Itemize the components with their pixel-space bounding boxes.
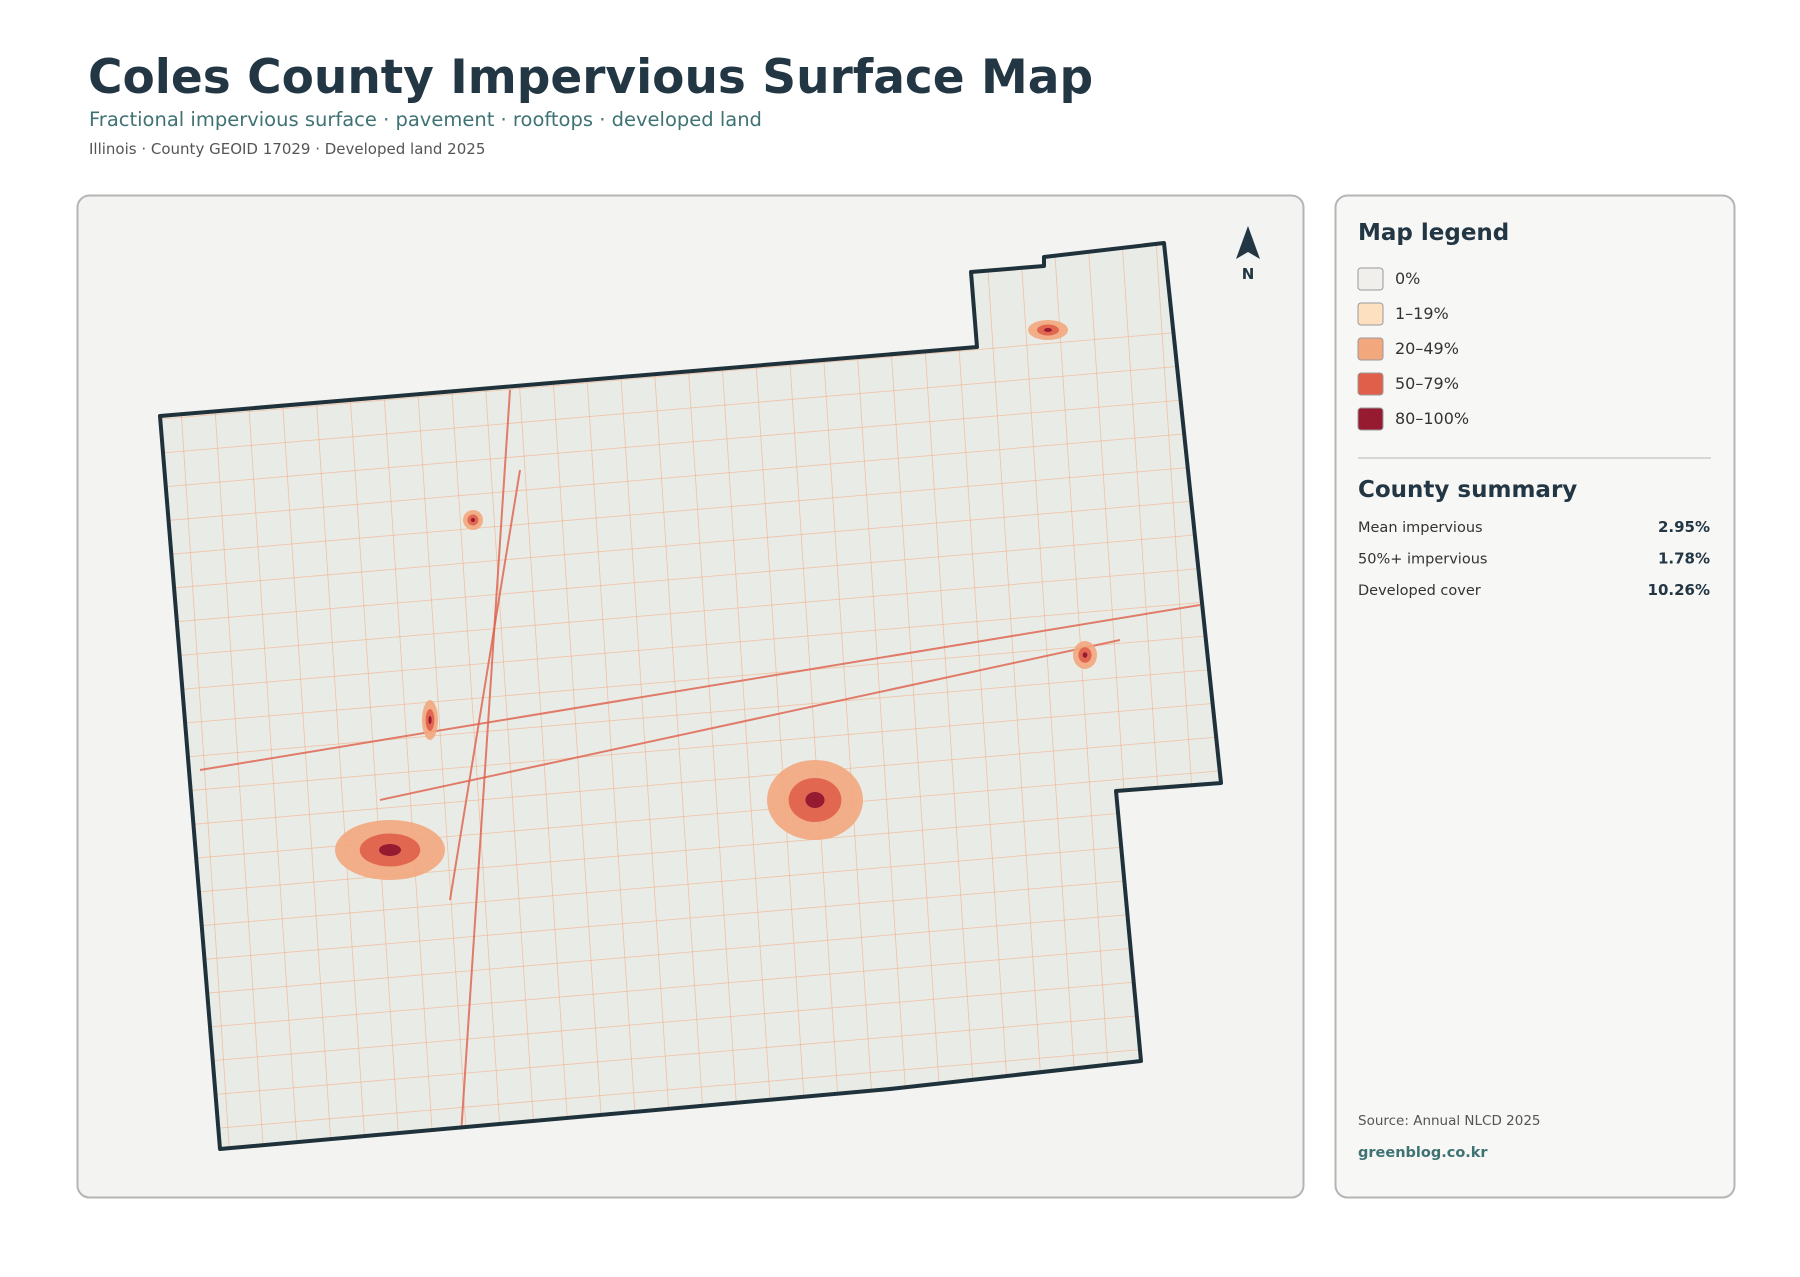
road	[1019, 243, 1081, 1149]
legend-swatch	[1357, 267, 1384, 291]
road	[543, 243, 605, 1149]
legend-swatch	[1357, 302, 1384, 326]
urban-center	[379, 844, 401, 856]
major-road	[459, 389, 511, 1149]
road	[160, 395, 1221, 489]
summary-label: Developed cover	[1358, 583, 1481, 599]
legend-label: 20–49%	[1395, 339, 1459, 358]
road	[160, 701, 1221, 795]
summary-value: 10.26%	[1648, 581, 1710, 599]
road	[1053, 243, 1115, 1149]
county-fill	[160, 243, 1221, 1149]
road	[645, 243, 707, 1149]
road	[160, 1041, 1221, 1135]
road	[160, 429, 1221, 523]
road	[160, 803, 1221, 897]
road	[985, 243, 1047, 1149]
site: greenblog.co.kr	[1358, 1145, 1488, 1161]
legend-label: 1–19%	[1395, 304, 1449, 323]
road	[160, 837, 1221, 931]
road	[160, 463, 1221, 557]
legend-swatch	[1357, 407, 1384, 431]
road	[160, 871, 1221, 965]
legend-label: 50–79%	[1395, 374, 1459, 393]
summary-label: 50%+ impervious	[1358, 552, 1487, 568]
road	[160, 769, 1221, 863]
summary-value: 2.95%	[1658, 518, 1710, 536]
summary-value: 1.78%	[1658, 550, 1710, 568]
urban-center	[428, 716, 432, 724]
road	[917, 243, 979, 1149]
north-arrow	[1236, 226, 1260, 259]
major-road	[199, 604, 1201, 771]
meta: Illinois · County GEOID 17029 · Develope…	[89, 140, 485, 158]
summary-rows: Mean impervious 2.95% 50%+ impervious 1.78%…	[1358, 518, 1710, 599]
legend-swatch	[1357, 337, 1384, 361]
road	[160, 905, 1221, 999]
title: Coles County Impervious Surface Map	[88, 50, 1093, 105]
road	[160, 939, 1221, 1033]
road	[611, 243, 673, 1149]
legend-swatch	[1357, 372, 1384, 396]
summary-title: County summary	[1358, 477, 1577, 503]
road	[160, 531, 1221, 625]
county-outline	[158, 241, 1223, 1151]
road	[713, 243, 775, 1149]
legend-label: 80–100%	[1395, 409, 1469, 428]
legend-label: 0%	[1395, 269, 1420, 288]
summary-label: Mean impervious	[1358, 520, 1483, 536]
major-road	[449, 469, 521, 901]
road	[577, 243, 639, 1149]
road	[781, 243, 843, 1149]
road	[160, 599, 1221, 693]
north-label: N	[1242, 265, 1255, 283]
urban-center	[1044, 328, 1052, 332]
major-road	[379, 639, 1121, 801]
urban-center	[1082, 652, 1088, 658]
road	[160, 497, 1221, 591]
urban-center	[805, 792, 825, 808]
road	[475, 243, 537, 1149]
road	[679, 243, 741, 1149]
road	[160, 633, 1221, 727]
road	[509, 243, 571, 1149]
road	[747, 243, 809, 1149]
source: Source: Annual NLCD 2025	[1358, 1113, 1541, 1129]
legend-panel	[1334, 194, 1736, 1199]
road	[951, 243, 1013, 1149]
legend-items: 0% 1–19% 20–49% 50–79% 80–100%	[1357, 267, 1469, 431]
road	[160, 973, 1221, 1067]
road	[160, 565, 1221, 659]
road	[160, 361, 1221, 455]
road	[160, 735, 1221, 829]
road	[160, 327, 1221, 421]
road	[883, 243, 945, 1149]
subtitle: Fractional impervious surface · pavement…	[89, 108, 762, 131]
road	[160, 667, 1221, 761]
roads	[160, 243, 1221, 1149]
legend-title: Map legend	[1358, 220, 1509, 246]
urban-center	[471, 518, 475, 522]
road	[160, 1007, 1221, 1101]
